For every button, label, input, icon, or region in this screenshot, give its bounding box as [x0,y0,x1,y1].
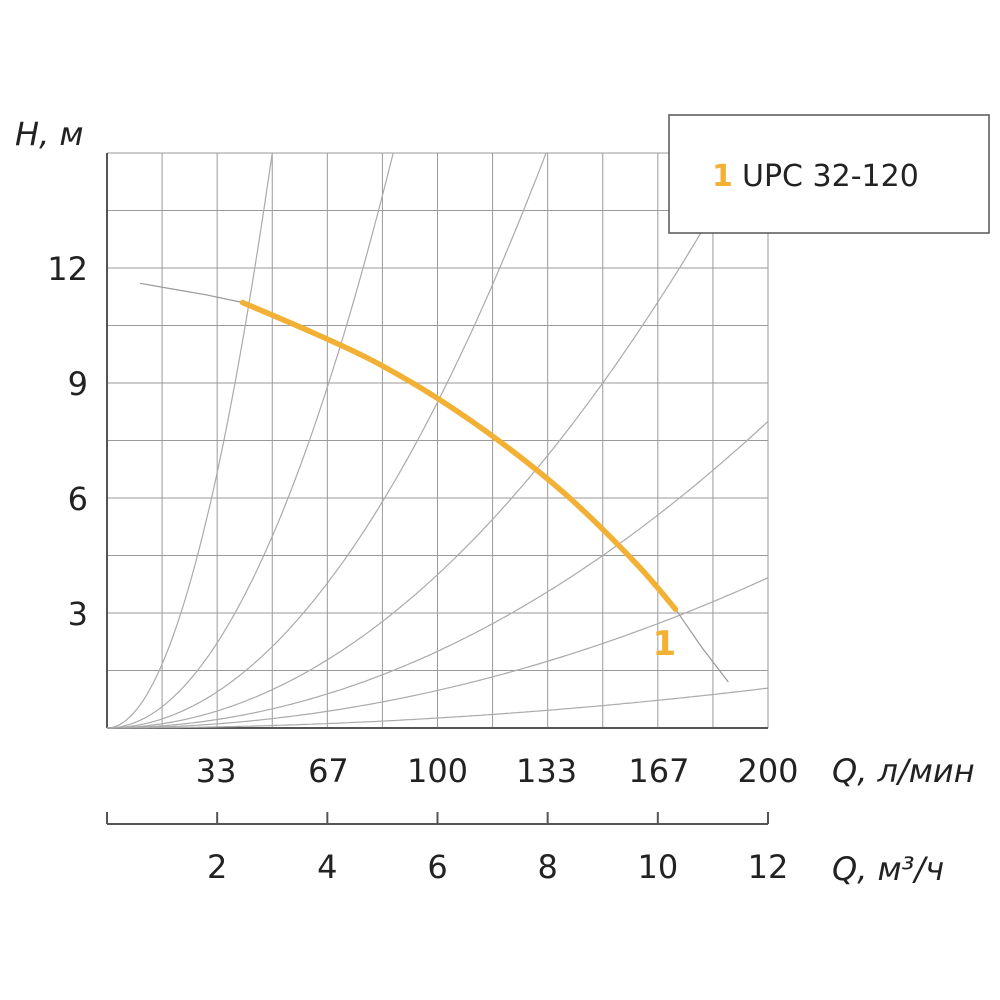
legend-box [668,114,990,234]
system-curve [107,687,769,729]
system-curve [106,152,394,729]
reference-curves [106,152,769,729]
x-tick-label-lpm: 33 [196,752,237,790]
y-tick-label: 3 [68,595,88,633]
x-tick-label-m3h: 6 [427,848,447,886]
x-tick-label-lpm: 133 [516,752,577,790]
x-tick-label-m3h: 2 [207,848,227,886]
x-tick-label-m3h: 10 [637,848,678,886]
x-tick-label-lpm: 200 [737,752,798,790]
x-axis-title-m3h: Q, м³/ч [832,850,944,888]
x-tick-label-m3h: 4 [317,848,337,886]
system-curve [107,577,769,729]
system-curve [107,152,547,729]
y-tick-label: 6 [68,480,88,518]
system-curve [107,152,748,729]
x-tick-label-m3h: 12 [748,848,789,886]
x-tick-label-lpm: 167 [628,752,689,790]
legend-series-number: 1 [712,159,733,194]
system-curve [106,152,273,729]
y-tick-label: 9 [68,365,88,403]
system-curve [107,420,769,729]
x-tick-labels-lpm: 33 67 100 133 167 200 [196,752,799,790]
legend-series-name: UPC 32-120 [742,159,919,194]
series-line-upc-32-120 [239,299,679,612]
y-axis-title: H, м [15,115,84,153]
grid [106,152,769,729]
x-tick-label-lpm: 100 [407,752,468,790]
pump-curve-extension-start [139,282,243,304]
x-axis-m3h: 2 4 6 8 10 12 [106,812,789,886]
pump-curve-extension-end [675,608,729,683]
series-layer: 1 [139,282,729,683]
x-tick-label-m3h: 8 [537,848,557,886]
legend: 1 UPC 32-120 [668,114,990,234]
x-axis-title-lpm: Q, л/мин [832,752,975,790]
series-curve-label: 1 [652,624,676,664]
x-tick-label-lpm: 67 [308,752,349,790]
y-tick-label: 12 [47,250,88,288]
y-tick-labels: 3 6 9 12 [47,250,88,633]
